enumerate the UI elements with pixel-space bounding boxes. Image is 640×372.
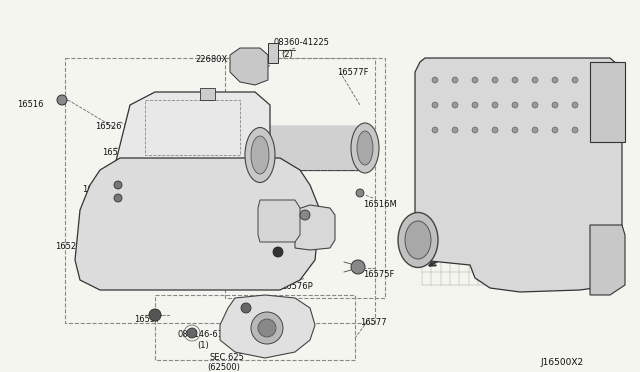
Circle shape: [552, 102, 558, 108]
Circle shape: [572, 127, 578, 133]
Circle shape: [273, 247, 283, 257]
Text: 08B146-6162G: 08B146-6162G: [178, 330, 241, 339]
Circle shape: [472, 102, 478, 108]
Circle shape: [592, 77, 598, 83]
Circle shape: [241, 303, 251, 313]
Circle shape: [512, 102, 518, 108]
Circle shape: [472, 77, 478, 83]
Text: 16575F: 16575F: [363, 270, 394, 279]
Circle shape: [512, 77, 518, 83]
Text: 16577: 16577: [360, 318, 387, 327]
Circle shape: [432, 127, 438, 133]
Text: SEC.163: SEC.163: [428, 80, 466, 89]
Text: (62500): (62500): [207, 363, 240, 372]
Circle shape: [149, 309, 161, 321]
Circle shape: [492, 102, 498, 108]
Polygon shape: [115, 92, 270, 175]
Circle shape: [552, 127, 558, 133]
Text: 16528: 16528: [55, 242, 81, 251]
Circle shape: [351, 260, 365, 274]
Circle shape: [432, 77, 438, 83]
Text: 16576P: 16576P: [281, 282, 313, 291]
Text: 16546: 16546: [102, 148, 129, 157]
Text: J16500X2: J16500X2: [540, 358, 583, 367]
Text: 16516M: 16516M: [363, 200, 397, 209]
Polygon shape: [220, 295, 315, 358]
Circle shape: [592, 102, 598, 108]
Circle shape: [432, 102, 438, 108]
Circle shape: [532, 77, 538, 83]
Circle shape: [452, 77, 458, 83]
Circle shape: [532, 127, 538, 133]
Text: 16576F: 16576F: [258, 269, 289, 278]
Text: 16577F: 16577F: [233, 162, 264, 171]
Polygon shape: [415, 58, 622, 292]
Text: 16557+A: 16557+A: [82, 198, 121, 207]
Ellipse shape: [245, 128, 275, 183]
Circle shape: [552, 77, 558, 83]
Text: 16516: 16516: [17, 100, 44, 109]
Circle shape: [258, 319, 276, 337]
Ellipse shape: [351, 123, 379, 173]
Circle shape: [300, 210, 310, 220]
Text: 22680X: 22680X: [195, 55, 227, 64]
Text: SEC.11B: SEC.11B: [233, 228, 268, 237]
Text: SEC.625: SEC.625: [210, 353, 245, 362]
Text: 16598: 16598: [148, 95, 175, 104]
Text: 16577FA: 16577FA: [233, 208, 269, 217]
Text: 16557M: 16557M: [258, 256, 292, 265]
Ellipse shape: [398, 212, 438, 267]
Text: 16576E: 16576E: [82, 185, 114, 194]
Ellipse shape: [251, 136, 269, 174]
Circle shape: [572, 77, 578, 83]
Circle shape: [532, 102, 538, 108]
Text: 16557: 16557: [134, 315, 161, 324]
Text: (2): (2): [281, 50, 292, 59]
Bar: [145, 100, 240, 155]
Circle shape: [592, 127, 598, 133]
Circle shape: [492, 77, 498, 83]
Circle shape: [114, 194, 122, 202]
Bar: [590, 62, 625, 142]
Bar: [225, 58, 385, 298]
Ellipse shape: [405, 221, 431, 259]
Circle shape: [472, 127, 478, 133]
Polygon shape: [75, 158, 320, 290]
Text: (11B23): (11B23): [233, 239, 266, 248]
Text: 16500: 16500: [218, 282, 244, 291]
Circle shape: [187, 328, 197, 338]
Bar: [155, 295, 355, 360]
Polygon shape: [258, 200, 300, 242]
Circle shape: [114, 181, 122, 189]
Polygon shape: [590, 225, 625, 295]
Circle shape: [452, 127, 458, 133]
Circle shape: [572, 102, 578, 108]
Text: SEC.140: SEC.140: [500, 68, 538, 77]
Circle shape: [251, 312, 283, 344]
Polygon shape: [295, 205, 335, 250]
Bar: [260, 126, 360, 170]
Bar: [65, 58, 375, 323]
Text: 16577F: 16577F: [337, 68, 369, 77]
Bar: [200, 88, 215, 100]
Text: FRONT: FRONT: [447, 255, 485, 265]
Polygon shape: [230, 48, 268, 85]
Text: 08360-41225: 08360-41225: [273, 38, 329, 47]
Text: (1): (1): [197, 341, 209, 350]
Circle shape: [512, 127, 518, 133]
Circle shape: [452, 102, 458, 108]
Circle shape: [356, 189, 364, 197]
Circle shape: [492, 127, 498, 133]
Text: 16526: 16526: [95, 122, 122, 131]
Circle shape: [57, 95, 67, 105]
Ellipse shape: [357, 131, 373, 165]
Bar: [268, 43, 278, 63]
